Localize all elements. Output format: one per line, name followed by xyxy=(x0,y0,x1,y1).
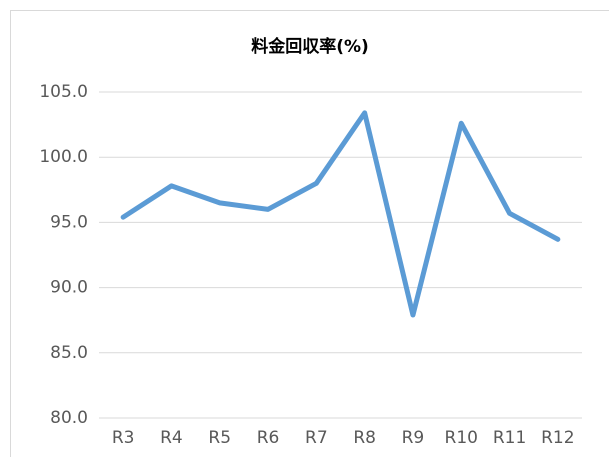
x-tick-label: R5 xyxy=(208,428,231,448)
y-tick-label: 105.0 xyxy=(39,82,88,102)
x-tick-label: R8 xyxy=(353,428,376,448)
line xyxy=(120,110,561,318)
y-tick-label: 85.0 xyxy=(50,343,88,363)
chart-title: 料金回収率(%) xyxy=(251,36,369,57)
x-tick-label: R11 xyxy=(493,428,526,448)
x-tick-label: R9 xyxy=(402,428,425,448)
y-tick-label: 100.0 xyxy=(39,147,88,167)
x-tick-label: R12 xyxy=(541,428,574,448)
chart-border xyxy=(10,10,609,457)
y-tick-label: 95.0 xyxy=(50,212,88,232)
x-tick-label: R4 xyxy=(160,428,183,448)
y-tick-label: 80.0 xyxy=(50,408,88,428)
x-tick-label: R6 xyxy=(257,428,280,448)
y-tick-label: 90.0 xyxy=(50,278,88,298)
x-tick-label: R3 xyxy=(112,428,135,448)
x-tick-label: R10 xyxy=(445,428,478,448)
x-tick-label: R7 xyxy=(305,428,328,448)
